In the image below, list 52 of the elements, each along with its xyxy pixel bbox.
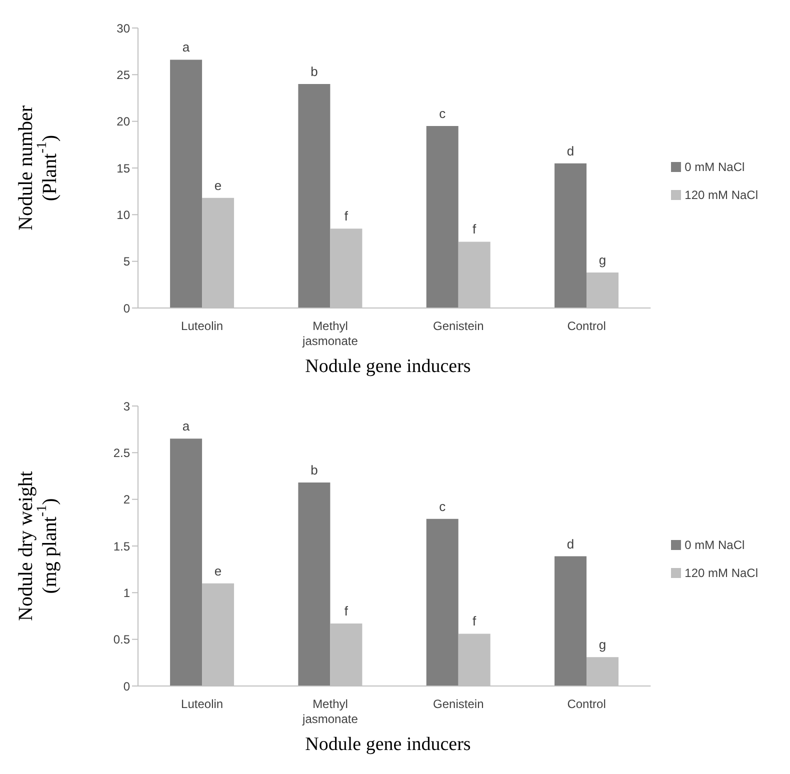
legend-label: 0 mM NaCl (684, 538, 745, 552)
y-tick-label: 0 (123, 301, 130, 316)
bar (298, 84, 330, 308)
annotation: e (214, 563, 222, 578)
annotation: d (566, 536, 574, 552)
x-axis-title: Nodule gene inducers (304, 734, 472, 756)
annotation: b (310, 64, 318, 79)
x-tick-label: Control (567, 319, 606, 333)
annotation: f (472, 614, 477, 629)
y-tick-label: 1.5 (113, 539, 130, 554)
x-tick-label: Methyl jasmonate (302, 697, 358, 726)
annotation: c (439, 498, 446, 514)
bar (170, 60, 202, 308)
bar (426, 518, 458, 686)
bar (426, 126, 458, 308)
x-tick-label: Luteolin (181, 319, 224, 333)
bar (170, 438, 202, 686)
x-tick-label: Methyl jasmonate (302, 319, 358, 348)
y-tick-label: 25 (116, 68, 130, 82)
x-tick-label: Genistein (433, 319, 484, 333)
annotation: e (214, 178, 222, 193)
annotation: f (344, 208, 348, 224)
annotation: a (182, 40, 190, 55)
legend-label: 120 mM NaCl (684, 566, 758, 580)
bar (554, 163, 587, 308)
y-tick-label: 20 (116, 114, 130, 129)
annotation: c (439, 106, 446, 121)
annotation: f (344, 603, 348, 618)
bar (298, 482, 330, 686)
x-tick-label: Luteolin (181, 697, 224, 711)
y-tick-label: 5 (123, 254, 130, 269)
annotation: f (472, 222, 477, 237)
y-tick-label: 15 (116, 161, 130, 176)
y-tick-label: 0 (123, 679, 130, 694)
annotation: b (310, 462, 318, 478)
x-tick-label: Control (567, 697, 606, 711)
y-tick-label: 0.5 (113, 632, 130, 647)
annotation: d (566, 143, 574, 158)
legend-label: 120 mM NaCl (684, 188, 758, 202)
annotation: g (598, 637, 606, 652)
y-tick-label: 2.5 (113, 446, 130, 460)
x-tick-label: Genistein (433, 697, 484, 711)
y-tick-label: 1 (123, 586, 130, 600)
annotation: a (182, 418, 190, 434)
y-tick-label: 2 (123, 492, 130, 507)
bar (554, 556, 587, 686)
y-tick-label: 10 (116, 208, 130, 222)
y-tick-label: 3 (123, 399, 130, 414)
legend-label: 0 mM NaCl (684, 160, 745, 174)
y-tick-label: 30 (116, 21, 130, 36)
annotation: g (598, 252, 606, 268)
x-axis-title: Nodule gene inducers (304, 356, 472, 378)
